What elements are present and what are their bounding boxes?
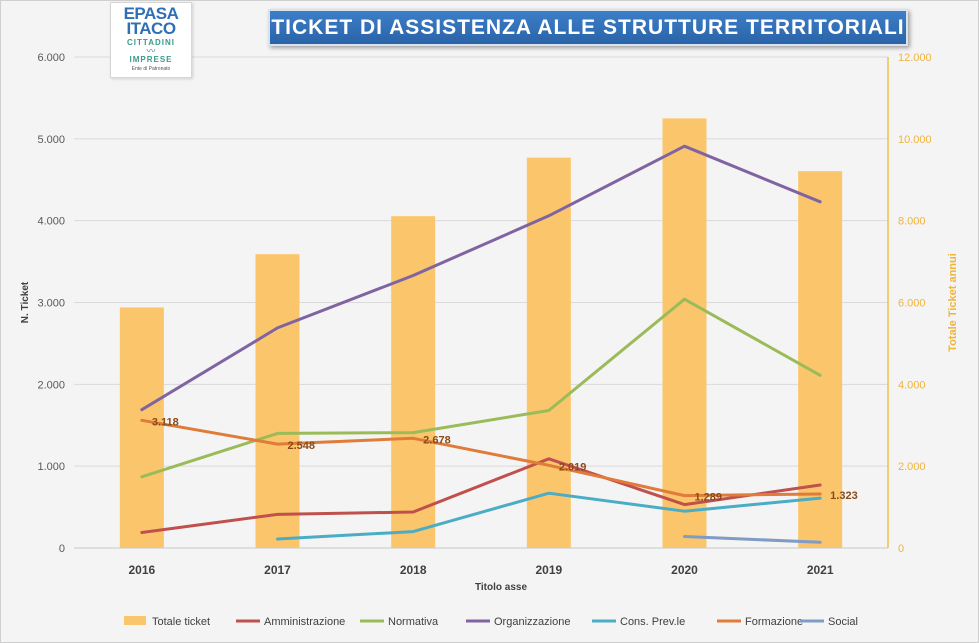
y-axis-title: N. Ticket — [20, 281, 31, 323]
y2-tick-label: 8.000 — [898, 216, 926, 228]
swallow-icon: 〰 — [146, 46, 156, 56]
line-cons-prev-le — [276, 491, 822, 541]
line-normativa — [140, 297, 822, 479]
line-social — [683, 535, 822, 544]
y-tick-label: 1.000 — [37, 461, 65, 473]
legend-label: Organizzazione — [494, 616, 570, 628]
line-amministrazione — [140, 457, 822, 534]
y2-axis-title: Totale Ticket annui — [947, 253, 959, 352]
legend-label: Formazione — [745, 616, 803, 628]
data-label: 2.678 — [423, 434, 451, 446]
data-label: 1.323 — [830, 490, 858, 502]
data-label: 3.118 — [152, 416, 179, 428]
logo-line1: EPASA — [123, 4, 179, 23]
x-tick-label: 2018 — [400, 563, 427, 577]
x-axis-title: Titolo asse — [475, 582, 527, 593]
epasa-itaco-logo: EPASA ITACO CITTADINI 〰 IMPRESE Ente di … — [110, 2, 192, 78]
legend-label: Social — [828, 616, 858, 628]
y2-tick-label: 0 — [898, 543, 904, 555]
y-tick-label: 4.000 — [37, 216, 65, 228]
y-tick-label: 3.000 — [37, 298, 65, 310]
y-tick-label: 5.000 — [37, 134, 65, 146]
line-formazione — [140, 418, 822, 498]
bar-totale-ticket — [119, 307, 164, 548]
chart-title: TICKET DI ASSISTENZA ALLE STRUTTURE TERR… — [268, 9, 908, 46]
y2-tick-label: 6.000 — [898, 298, 926, 310]
bar-totale-ticket — [255, 254, 300, 549]
data-label: 2.019 — [559, 461, 587, 473]
x-tick-label: 2016 — [128, 563, 155, 577]
x-tick-label: 2019 — [535, 563, 562, 577]
legend-swatch-bar — [124, 616, 146, 625]
logo-line4: IMPRESE — [129, 55, 173, 64]
legend-label: Totale ticket — [152, 616, 210, 628]
data-label: 2.548 — [288, 440, 316, 452]
line-organizzazione — [140, 144, 822, 412]
logo-line3: CITTADINI — [127, 38, 175, 47]
x-tick-label: 2020 — [671, 563, 698, 577]
bar-totale-ticket — [391, 216, 436, 548]
y2-tick-label: 4.000 — [898, 379, 926, 391]
data-label: 1.289 — [695, 492, 723, 504]
x-tick-label: 2021 — [807, 563, 834, 577]
y2-tick-label: 2.000 — [898, 461, 926, 473]
y-tick-label: 0 — [59, 543, 65, 555]
y-tick-label: 2.000 — [37, 379, 65, 391]
x-tick-label: 2017 — [264, 563, 291, 577]
bar-totale-ticket — [662, 118, 707, 548]
legend-label: Amministrazione — [264, 616, 345, 628]
logo-line2: ITACO — [126, 19, 176, 38]
logo-line5: Ente di Patronato — [131, 66, 171, 72]
y2-tick-label: 10.000 — [898, 134, 932, 146]
legend-label: Normativa — [388, 616, 439, 628]
y2-tick-label: 12.000 — [898, 52, 932, 64]
y-tick-label: 6.000 — [37, 52, 65, 64]
legend-label: Cons. Prev.le — [620, 616, 685, 628]
